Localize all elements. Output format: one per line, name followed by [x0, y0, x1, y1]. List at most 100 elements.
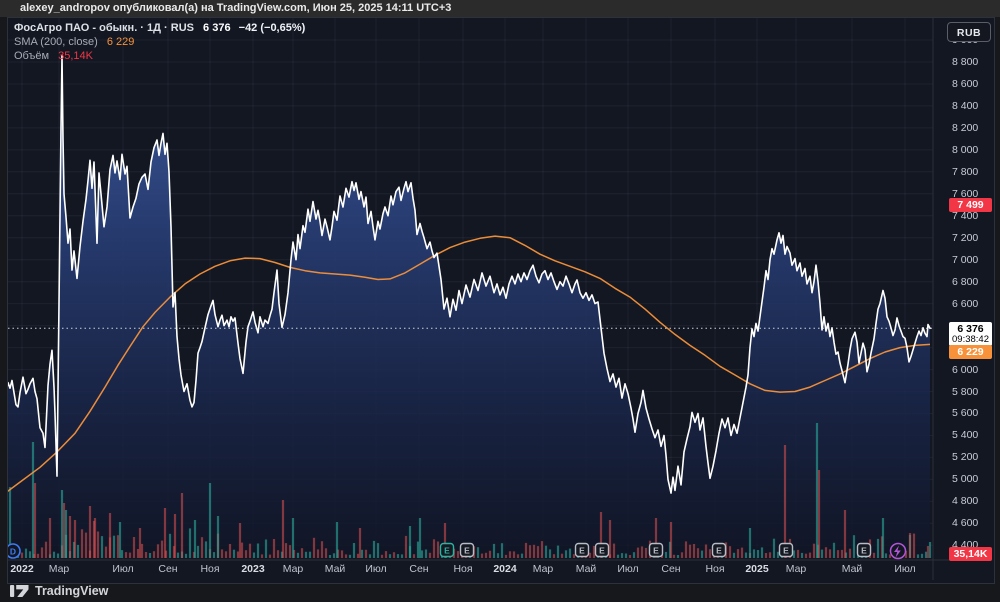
time-tick-month: Ноя: [453, 563, 473, 575]
tradingview-logo-icon: [10, 585, 29, 597]
price-tick: 8 400: [952, 100, 979, 112]
volume-bar: [152, 551, 156, 558]
time-tick-year: 2025: [745, 563, 769, 575]
volume-bar: [908, 533, 912, 558]
volume-bar: [608, 520, 612, 558]
volume-bar: [320, 541, 324, 558]
legend-volume-row[interactable]: Объём 35,14K: [14, 49, 305, 63]
volume-bar: [616, 554, 620, 558]
volume-bar: [36, 553, 40, 558]
volume-bar: [388, 554, 392, 558]
time-tick-month: Сен: [409, 563, 429, 575]
volume-bar: [260, 554, 264, 558]
volume-bar: [808, 552, 812, 558]
volume-bar: [20, 552, 24, 558]
volume-bar: [62, 503, 66, 558]
volume-bar: [696, 548, 700, 558]
earnings-icon[interactable]: E: [711, 542, 727, 558]
volume-bar: [796, 549, 800, 558]
volume-bar: [31, 442, 35, 558]
volume-bar: [64, 510, 68, 558]
volume-bar: [412, 554, 416, 558]
time-tick-month: Мар: [282, 563, 304, 575]
volume-bar: [284, 543, 288, 558]
volume-bar: [396, 554, 400, 558]
volume-bar: [24, 548, 28, 558]
currency-toggle-button[interactable]: RUB: [947, 22, 991, 42]
sma-price-badge: 6 229: [949, 345, 992, 359]
volume-bar: [828, 549, 832, 558]
volume-bar: [96, 531, 100, 558]
time-tick-month: Мар: [785, 563, 807, 575]
volume-bar: [128, 552, 132, 558]
volume-bar: [772, 538, 776, 558]
volume-bar: [568, 548, 572, 558]
volume-bar: [276, 550, 280, 558]
legend-sma-row[interactable]: SMA (200, close) 6 229: [14, 35, 305, 49]
volume-bar: [228, 544, 232, 558]
legend-symbol-row[interactable]: ФосАгро ПАО - обыкн. · 1Д · RUS 6 376 −4…: [14, 21, 305, 35]
volume-bar: [84, 532, 88, 558]
volume-bar: [484, 552, 488, 558]
earnings-icon[interactable]: E: [856, 542, 872, 558]
dividend-icon[interactable]: D: [8, 543, 21, 559]
volume-bar: [432, 539, 436, 558]
volume-bar: [300, 548, 304, 558]
svg-text:E: E: [716, 546, 722, 556]
volume-bar: [184, 553, 188, 558]
earnings-icon[interactable]: E: [594, 542, 610, 558]
volume-bar: [200, 537, 204, 558]
volume-bar: [776, 551, 780, 558]
earnings-icon[interactable]: E: [648, 542, 664, 558]
volume-bar: [624, 553, 628, 558]
lightning-icon[interactable]: [889, 542, 907, 560]
volume-bar: [73, 520, 77, 558]
volume-bar: [848, 548, 852, 558]
volume-bar: [376, 543, 380, 558]
price-tick: 7 000: [952, 254, 979, 266]
volume-bar: [552, 554, 556, 558]
earnings-icon[interactable]: E: [459, 542, 475, 558]
svg-text:E: E: [599, 546, 605, 556]
svg-text:E: E: [579, 546, 585, 556]
volume-bar: [364, 549, 368, 558]
volume-bar: [912, 533, 916, 558]
earnings-icon[interactable]: E: [778, 542, 794, 558]
price-tick: 6 800: [952, 276, 979, 288]
volume-bar: [328, 555, 332, 558]
volume-bar: [516, 554, 520, 558]
volume-bar: [684, 541, 688, 558]
volume-bar: [308, 551, 312, 558]
volume-value: 35,14K: [58, 50, 93, 62]
volume-bar: [764, 553, 768, 558]
volume-bar: [669, 522, 673, 558]
volume-bar: [904, 550, 908, 558]
volume-bar: [924, 551, 928, 558]
tradingview-watermark[interactable]: TradingView: [10, 583, 108, 599]
volume-bar: [540, 541, 544, 558]
time-tick-month: Сен: [158, 563, 178, 575]
volume-bar: [344, 554, 348, 558]
volume-bar: [60, 490, 64, 558]
volume-bar: [188, 528, 192, 558]
volume-bar: [160, 540, 164, 558]
tradingview-logo-text: TradingView: [35, 584, 109, 598]
time-tick-year: 2022: [10, 563, 34, 575]
volume-bar: [296, 552, 300, 558]
volume-bar: [792, 550, 796, 558]
volume-bar: [928, 542, 932, 558]
time-tick-year: 2023: [241, 563, 265, 575]
earnings-icon[interactable]: E: [574, 542, 590, 558]
volume-bar: [68, 516, 72, 558]
volume-bar: [140, 543, 144, 558]
volume-bar: [136, 549, 140, 558]
volume-bar: [708, 549, 712, 558]
volume-bar: [488, 550, 492, 558]
time-tick-month: Мар: [48, 563, 70, 575]
chart-legend: ФосАгро ПАО - обыкн. · 1Д · RUS 6 376 −4…: [14, 21, 305, 63]
earnings-icon[interactable]: E: [439, 542, 455, 558]
volume-bar: [52, 551, 56, 558]
high-price-badge: 7 499: [949, 198, 992, 212]
volume-bar: [196, 545, 200, 558]
